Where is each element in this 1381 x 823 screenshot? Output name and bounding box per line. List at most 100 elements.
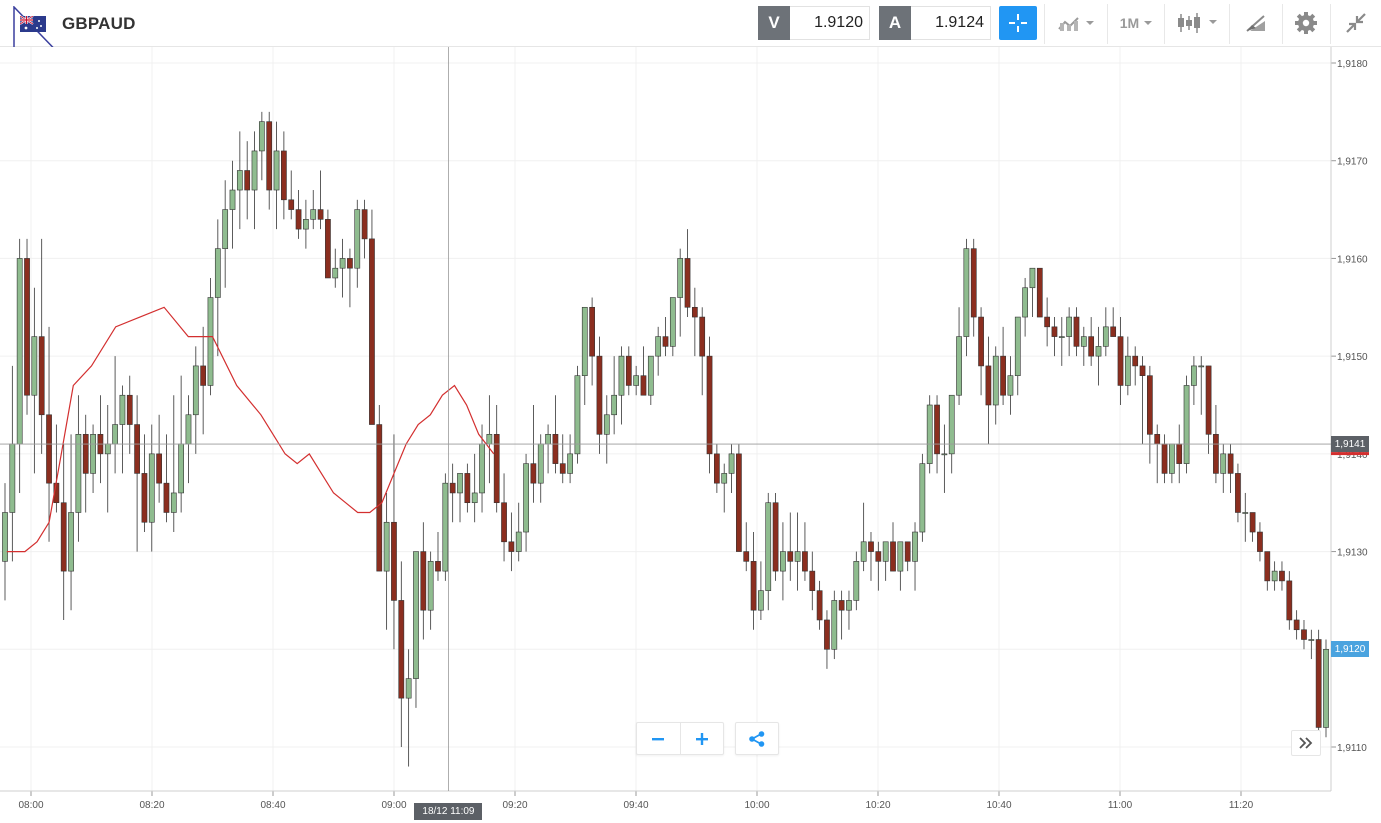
candle-bearish bbox=[530, 463, 537, 484]
crosshair-button[interactable] bbox=[999, 6, 1037, 40]
scroll-to-latest-button[interactable] bbox=[1291, 730, 1321, 756]
timeframe-select[interactable]: 1M bbox=[1114, 6, 1160, 40]
candle-bullish bbox=[273, 150, 280, 191]
candle-bearish bbox=[391, 521, 397, 601]
candle-bullish bbox=[882, 541, 889, 562]
candle-bullish bbox=[537, 443, 544, 484]
sell-button[interactable]: V bbox=[758, 6, 790, 40]
candle-bearish bbox=[420, 551, 427, 611]
instrument-symbol: GBPAUD bbox=[62, 14, 136, 33]
candle-bullish bbox=[853, 561, 860, 601]
candle-bearish bbox=[1293, 619, 1300, 631]
y-tick-label: 1,9160 bbox=[1337, 254, 1368, 265]
candle-bearish bbox=[875, 551, 882, 562]
candle-bullish bbox=[442, 482, 449, 572]
candle-bullish bbox=[251, 150, 258, 191]
candle-bearish bbox=[684, 258, 691, 308]
settings-button[interactable] bbox=[1288, 6, 1324, 40]
crosshair-icon bbox=[1009, 14, 1027, 32]
price-chart[interactable]: 1,9180 1,9170 1,9160 1,9150 1,9140 1,9130 1,91… bbox=[0, 47, 1381, 823]
candle-bullish bbox=[956, 336, 962, 396]
candle-bearish bbox=[589, 306, 595, 357]
candles-button[interactable] bbox=[1172, 6, 1224, 40]
fast-forward-icon bbox=[1299, 737, 1313, 749]
zoom-controls bbox=[636, 722, 724, 755]
candle-bearish bbox=[802, 551, 808, 572]
buy-button[interactable]: A bbox=[879, 6, 911, 40]
candle-bullish bbox=[75, 434, 82, 513]
candle-bullish bbox=[310, 209, 317, 220]
candle-bullish bbox=[1066, 316, 1073, 337]
candle-bullish bbox=[721, 473, 728, 484]
plot-background bbox=[0, 47, 1331, 791]
candle-bullish bbox=[912, 531, 918, 562]
drawing-tools-button[interactable] bbox=[1236, 6, 1276, 40]
x-tick-label: 09:20 bbox=[502, 800, 527, 811]
flag-icon bbox=[20, 16, 46, 32]
candle-bearish bbox=[1051, 326, 1058, 337]
candle-bearish bbox=[625, 355, 632, 386]
candle-bullish bbox=[545, 434, 551, 445]
candle-bearish bbox=[464, 473, 471, 504]
share-button[interactable] bbox=[735, 722, 779, 755]
candle-bearish bbox=[369, 238, 375, 425]
candle-bullish bbox=[948, 394, 955, 455]
candle-bullish bbox=[104, 443, 111, 455]
candle-bullish bbox=[112, 424, 118, 445]
buy-price: 1.9124 bbox=[911, 6, 991, 40]
zoom-out-button[interactable] bbox=[637, 723, 681, 754]
sell-quote[interactable]: V 1.9120 bbox=[758, 6, 870, 40]
candle-bullish bbox=[897, 541, 904, 572]
candle-bullish bbox=[1323, 648, 1329, 728]
x-tick-label: 08:40 bbox=[260, 800, 285, 811]
candle-bearish bbox=[449, 482, 456, 494]
candle-bearish bbox=[559, 463, 566, 474]
candle-bearish bbox=[714, 453, 720, 484]
candle-bearish bbox=[706, 355, 713, 455]
candle-bullish bbox=[457, 473, 463, 494]
candle-bearish bbox=[156, 453, 162, 484]
crosshair-price-tag: 1,9141 bbox=[1331, 436, 1369, 453]
sell-price: 1.9120 bbox=[790, 6, 870, 40]
candle-bearish bbox=[1000, 355, 1006, 396]
y-tick-label: 1,9170 bbox=[1337, 157, 1368, 168]
buy-quote[interactable]: A 1.9124 bbox=[879, 6, 991, 40]
candle-bullish bbox=[831, 600, 838, 650]
candle-bearish bbox=[24, 258, 30, 396]
candle-bearish bbox=[82, 434, 89, 474]
candle-bearish bbox=[1073, 316, 1080, 347]
candle-bullish bbox=[603, 414, 610, 435]
candle-bullish bbox=[611, 394, 617, 416]
crosshair-time-tag: 18/12 11:09 bbox=[414, 803, 483, 820]
candle-bearish bbox=[978, 316, 984, 367]
candle-bullish bbox=[515, 531, 522, 552]
candle-bullish bbox=[207, 297, 214, 386]
candle-bearish bbox=[640, 375, 647, 396]
candle-bullish bbox=[926, 404, 933, 464]
candle-bearish bbox=[809, 570, 816, 591]
collapse-button[interactable] bbox=[1338, 6, 1374, 40]
candle-bullish bbox=[68, 512, 74, 572]
candle-bearish bbox=[596, 355, 603, 435]
candle-bullish bbox=[90, 434, 96, 474]
candle-bullish bbox=[1022, 287, 1028, 318]
candle-bearish bbox=[838, 600, 845, 611]
zoom-in-button[interactable] bbox=[681, 723, 724, 754]
chart-type-button[interactable] bbox=[1052, 6, 1102, 40]
candle-bearish bbox=[824, 619, 830, 650]
candle-bearish bbox=[508, 541, 515, 552]
y-tick-label: 1,9140 bbox=[1337, 450, 1368, 461]
candle-bearish bbox=[361, 209, 368, 240]
candle-bullish bbox=[303, 219, 309, 230]
gear-icon bbox=[1295, 12, 1317, 34]
candle-bearish bbox=[1088, 336, 1095, 357]
current-price-tag: 1,9120 bbox=[1331, 641, 1369, 658]
candle-bearish bbox=[1044, 316, 1050, 328]
candle-bearish bbox=[38, 336, 45, 416]
candle-bullish bbox=[780, 551, 786, 572]
y-tick-label: 1,9130 bbox=[1337, 548, 1368, 559]
candle-bearish bbox=[435, 561, 441, 572]
candle-bearish bbox=[699, 316, 706, 357]
candle-bearish bbox=[376, 424, 383, 572]
candle-bearish bbox=[134, 424, 140, 474]
